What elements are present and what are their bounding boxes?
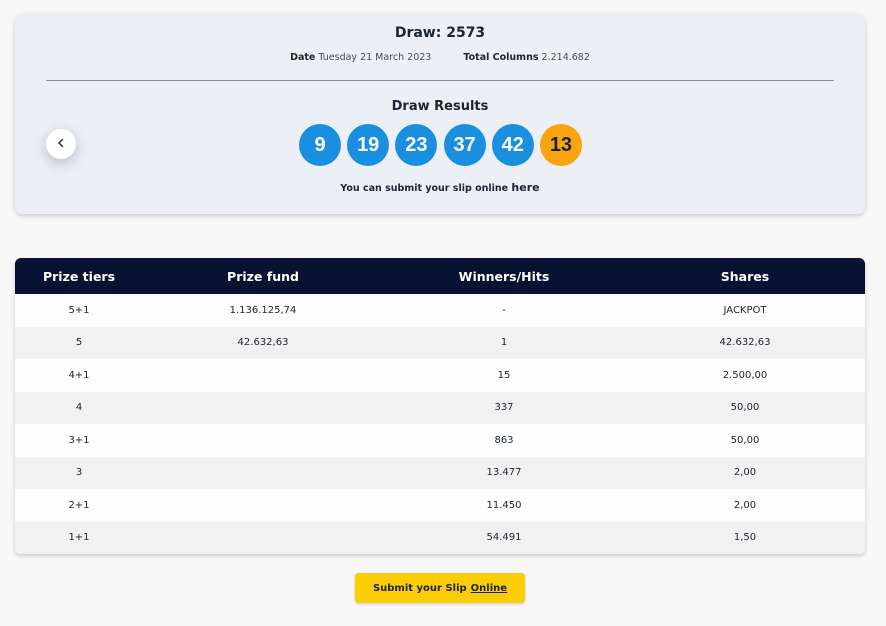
- header-winners: Winners/Hits: [383, 258, 625, 294]
- draw-meta: Date Tuesday 21 March 2023 Total Columns…: [15, 52, 865, 63]
- cell-prize-tier: 4: [15, 391, 143, 424]
- submit-slip-button[interactable]: Submit your Slip Online: [355, 573, 525, 603]
- cell-winners: 54.491: [383, 521, 625, 554]
- cell-prize-fund: [143, 359, 383, 392]
- result-ball: 19: [347, 124, 390, 166]
- results-title: Draw Results: [391, 99, 489, 114]
- cell-prize-fund: 1.136.125,74: [143, 294, 383, 327]
- columns-label: Total Columns: [463, 52, 539, 63]
- cell-prize-tier: 5: [15, 326, 143, 359]
- table-row: 1+1 54.491 1,50: [15, 521, 865, 554]
- prize-table: Prize tiers Prize fund Winners/Hits Shar…: [15, 258, 865, 554]
- submit-online-text: You can submit your slip online here: [15, 181, 865, 194]
- result-balls: 9 19 23 37 42 13: [299, 124, 582, 166]
- cell-winners: 13.477: [383, 456, 625, 489]
- chevron-left-icon: [57, 137, 65, 151]
- cell-prize-fund: 42.632,63: [143, 326, 383, 359]
- table-row: 3 13.477 2,00: [15, 456, 865, 489]
- bonus-ball: 13: [539, 124, 582, 166]
- result-ball: 42: [491, 124, 534, 166]
- submit-slip-online-link[interactable]: Online: [470, 582, 508, 594]
- cell-shares: 42.632,63: [625, 326, 865, 359]
- submit-slip-label: Submit your Slip: [372, 582, 467, 594]
- previous-draw-button[interactable]: [46, 129, 76, 159]
- cell-winners: 863: [383, 424, 625, 457]
- header-prize-tiers: Prize tiers: [15, 258, 143, 294]
- date-label: Date: [290, 52, 316, 63]
- cell-prize-fund: [143, 391, 383, 424]
- draw-title: Draw: 2573: [394, 25, 486, 41]
- cell-prize-fund: [143, 424, 383, 457]
- result-ball: 37: [443, 124, 486, 166]
- draw-card: Draw: 2573 Date Tuesday 21 March 2023 To…: [15, 14, 865, 214]
- cell-prize-tier: 1+1: [15, 521, 143, 554]
- date-value: Tuesday 21 March 2023: [318, 52, 432, 63]
- submit-online-label: You can submit your slip online: [340, 183, 509, 194]
- cell-prize-tier: 2+1: [15, 489, 143, 522]
- table-row: 5+1 1.136.125,74- JACKPOT: [15, 294, 865, 327]
- header-shares: Shares: [625, 258, 865, 294]
- cell-shares: 1,50: [625, 521, 865, 554]
- cell-shares: 2,00: [625, 489, 865, 522]
- cell-winners: -: [383, 294, 625, 327]
- cell-prize-tier: 5+1: [15, 294, 143, 327]
- cell-shares: 2,00: [625, 456, 865, 489]
- table-header-row: Prize tiers Prize fund Winners/Hits Shar…: [15, 258, 865, 294]
- cell-prize-tier: 3+1: [15, 424, 143, 457]
- table-row: 2+1 11.450 2,00: [15, 489, 865, 522]
- cell-prize-fund: [143, 521, 383, 554]
- table-row: 3+1 863 50,00: [15, 424, 865, 457]
- divider: [46, 80, 834, 81]
- cell-prize-tier: 3: [15, 456, 143, 489]
- cell-shares: 50,00: [625, 391, 865, 424]
- table-row: 5 42.632,63 1 42.632,63: [15, 326, 865, 359]
- cell-winners: 337: [383, 391, 625, 424]
- cell-shares: JACKPOT: [625, 294, 865, 327]
- cell-prize-fund: [143, 489, 383, 522]
- cell-winners: 1: [383, 326, 625, 359]
- cell-prize-tier: 4+1: [15, 359, 143, 392]
- result-ball: 9: [299, 124, 341, 166]
- table-row: 4+1 15 2.500,00: [15, 359, 865, 392]
- cell-shares: 2.500,00: [625, 359, 865, 392]
- header-prize-fund: Prize fund: [143, 258, 383, 294]
- result-ball: 23: [395, 124, 438, 166]
- cell-shares: 50,00: [625, 424, 865, 457]
- cell-winners: 11.450: [383, 489, 625, 522]
- table-row: 4 337 50,00: [15, 391, 865, 424]
- columns-value: 2.214.682: [541, 52, 590, 63]
- cell-winners: 15: [383, 359, 625, 392]
- cell-prize-fund: [143, 456, 383, 489]
- submit-online-link[interactable]: here: [511, 181, 540, 194]
